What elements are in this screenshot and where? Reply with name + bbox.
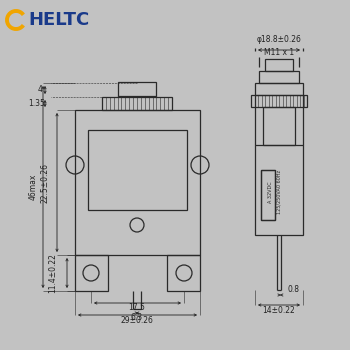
Text: 4: 4: [37, 85, 42, 94]
Text: M11 x 1: M11 x 1: [264, 48, 294, 57]
Bar: [255, 83, 303, 95]
Bar: [75, 255, 108, 291]
Bar: [251, 95, 307, 107]
Text: 17.5: 17.5: [128, 303, 146, 312]
Bar: [167, 255, 200, 291]
Text: φ18.8±0.26: φ18.8±0.26: [257, 35, 301, 44]
Text: 46max: 46max: [28, 174, 37, 200]
Bar: [88, 130, 187, 210]
Bar: [261, 170, 275, 220]
Bar: [118, 82, 156, 96]
Bar: [102, 97, 172, 110]
Bar: [75, 110, 200, 255]
Bar: [261, 170, 275, 220]
Bar: [263, 107, 295, 145]
Bar: [259, 71, 299, 83]
Text: A 32VDC: A 32VDC: [268, 181, 273, 203]
Text: 14±0.22: 14±0.22: [262, 306, 295, 315]
Text: 0.8: 0.8: [287, 285, 299, 294]
Text: 22.5±0.26: 22.5±0.26: [41, 163, 49, 203]
Bar: [255, 145, 303, 235]
Text: 11.4±0.22: 11.4±0.22: [49, 253, 57, 293]
Text: HELTC: HELTC: [28, 11, 89, 29]
Text: 1.35: 1.35: [29, 99, 46, 108]
Text: 125/250VA0 60Hz: 125/250VA0 60Hz: [276, 170, 281, 214]
Text: 29±0.26: 29±0.26: [120, 316, 153, 325]
Bar: [265, 59, 293, 71]
Text: 6.3: 6.3: [131, 313, 143, 322]
